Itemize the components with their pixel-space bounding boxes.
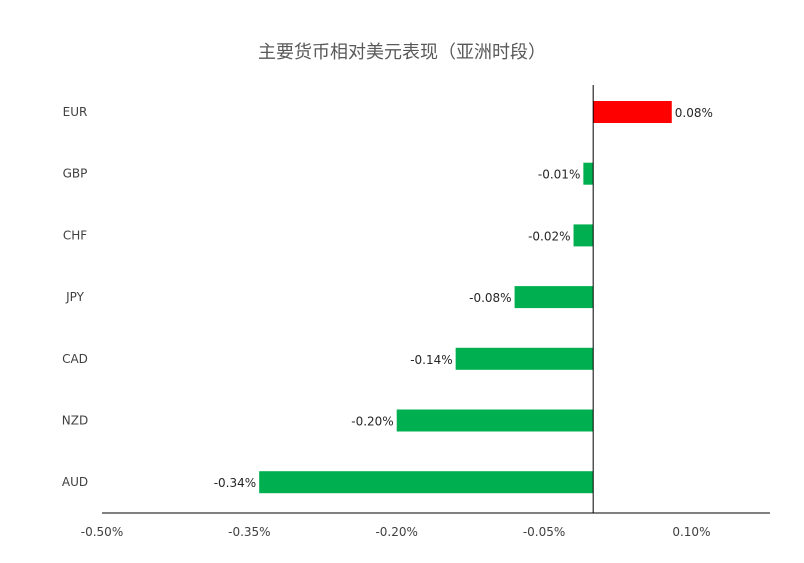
data-label-aud: -0.34% bbox=[214, 476, 256, 490]
bar-eur bbox=[593, 101, 672, 123]
category-label-chf: CHF bbox=[63, 228, 87, 242]
data-label-gbp: -0.01% bbox=[538, 168, 580, 182]
category-label-gbp: GBP bbox=[63, 167, 88, 181]
data-label-eur: 0.08% bbox=[675, 106, 713, 120]
bar-gbp bbox=[583, 162, 594, 185]
x-tick-label: -0.35% bbox=[228, 525, 270, 539]
data-label-cad: -0.14% bbox=[410, 353, 452, 367]
category-label-cad: CAD bbox=[62, 352, 88, 366]
chart-title: 主要货币相对美元表现（亚洲时段） bbox=[258, 42, 546, 63]
category-label-eur: EUR bbox=[63, 105, 88, 119]
x-tick-label: -0.20% bbox=[375, 525, 417, 539]
data-label-jpy: -0.08% bbox=[469, 291, 511, 305]
x-tick-label: -0.50% bbox=[81, 525, 123, 539]
bar-nzd bbox=[396, 409, 594, 432]
bar-aud bbox=[259, 471, 594, 494]
x-tick-label: 0.10% bbox=[672, 525, 710, 539]
category-label-nzd: NZD bbox=[62, 414, 88, 428]
bar-jpy bbox=[514, 286, 594, 309]
bar-cad bbox=[455, 347, 594, 370]
category-label-jpy: JPY bbox=[65, 290, 85, 304]
category-label-aud: AUD bbox=[62, 475, 88, 489]
x-tick-label: -0.05% bbox=[523, 525, 565, 539]
data-label-nzd: -0.20% bbox=[351, 415, 393, 429]
bar-chf bbox=[573, 224, 594, 247]
data-label-chf: -0.02% bbox=[528, 229, 570, 243]
